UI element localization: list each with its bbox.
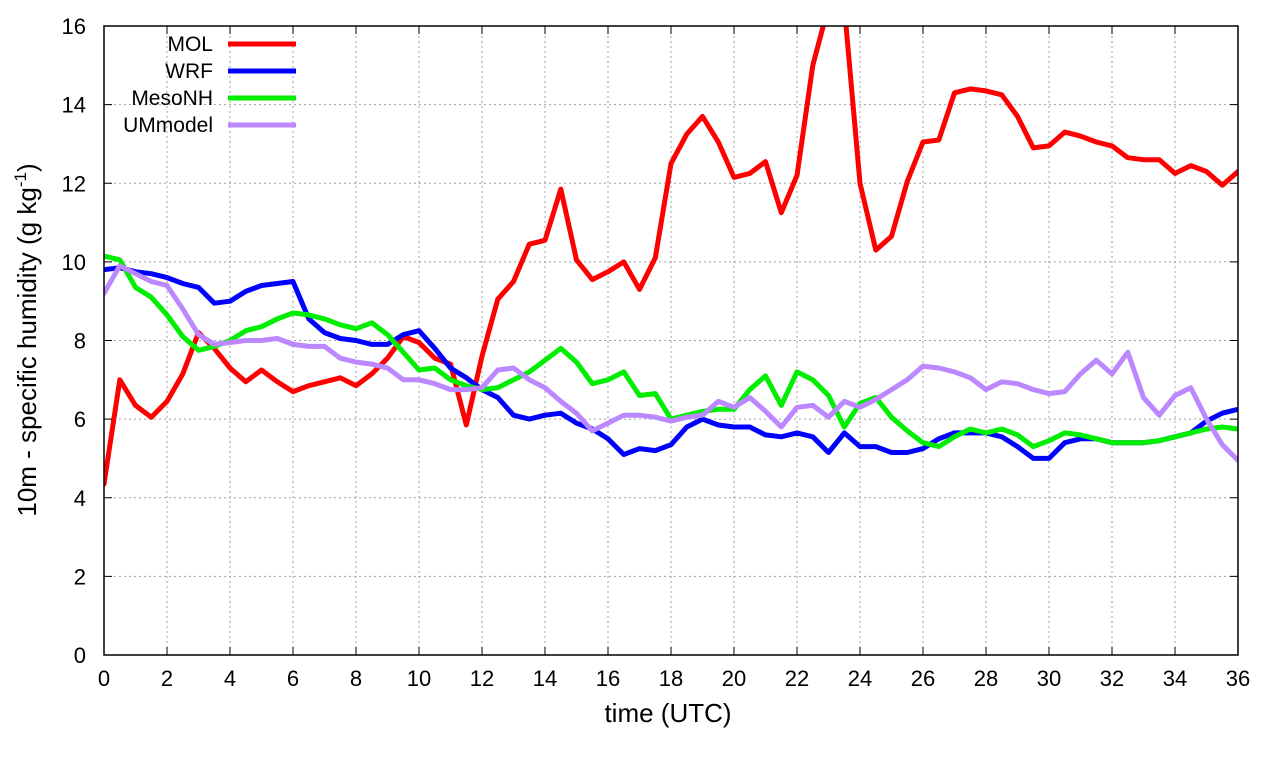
y-tick-label: 10 bbox=[62, 250, 86, 275]
y-tick-label: 16 bbox=[62, 14, 86, 39]
y-axis-label-close: ) bbox=[12, 163, 42, 172]
x-axis-label: time (UTC) bbox=[604, 698, 731, 728]
x-tick-label: 10 bbox=[407, 666, 431, 691]
legend-label: WRF bbox=[165, 60, 213, 83]
x-tick-label: 16 bbox=[596, 666, 620, 691]
legend-label: UMmodel bbox=[123, 114, 213, 137]
x-tick-label: 22 bbox=[785, 666, 809, 691]
x-tick-label: 18 bbox=[659, 666, 683, 691]
grid bbox=[104, 26, 1238, 655]
x-tick-label: 28 bbox=[974, 666, 998, 691]
y-tick-label: 14 bbox=[62, 93, 86, 118]
axis-ticks: 0 2 4 6 8 10 12 14 16 18 20 22 24 26 28 30 32 34 360246810… bbox=[62, 14, 1251, 691]
y-axis-label-main: 10m - specific humidity (g kg bbox=[12, 187, 42, 516]
legend-label: MesoNH bbox=[131, 87, 213, 110]
x-tick-label: 24 bbox=[848, 666, 872, 691]
x-tick-label: 34 bbox=[1163, 666, 1187, 691]
series-line-mol bbox=[104, 26, 1238, 487]
x-tick-label: 20 bbox=[722, 666, 746, 691]
x-tick-label: 12 bbox=[470, 666, 494, 691]
y-axis-label-superscript: -1 bbox=[11, 172, 30, 187]
y-tick-label: 6 bbox=[74, 407, 86, 432]
x-tick-label: 26 bbox=[911, 666, 935, 691]
y-tick-label: 8 bbox=[74, 329, 86, 354]
legend-label: MOL bbox=[167, 33, 213, 56]
series-lines bbox=[104, 26, 1238, 487]
x-tick-label: 2 bbox=[161, 666, 173, 691]
x-tick-label: 8 bbox=[350, 666, 362, 691]
y-tick-label: 0 bbox=[74, 643, 86, 668]
y-tick-label: 2 bbox=[74, 564, 86, 589]
y-tick-label: 12 bbox=[62, 171, 86, 196]
legend: MOL WRF MesoNH UMmodel bbox=[123, 33, 296, 137]
x-tick-label: 0 bbox=[98, 666, 110, 691]
series-line-ummodel bbox=[104, 263, 1238, 463]
x-tick-label: 6 bbox=[287, 666, 299, 691]
x-tick-label: 4 bbox=[224, 666, 236, 691]
x-tick-label: 32 bbox=[1100, 666, 1124, 691]
y-tick-label: 4 bbox=[74, 486, 86, 511]
x-tick-label: 36 bbox=[1226, 666, 1250, 691]
y-axis-label: 10m - specific humidity (g kg-1) bbox=[11, 163, 42, 516]
x-tick-label: 30 bbox=[1037, 666, 1061, 691]
series-line-wrf bbox=[104, 265, 1238, 461]
x-tick-label: 14 bbox=[533, 666, 557, 691]
